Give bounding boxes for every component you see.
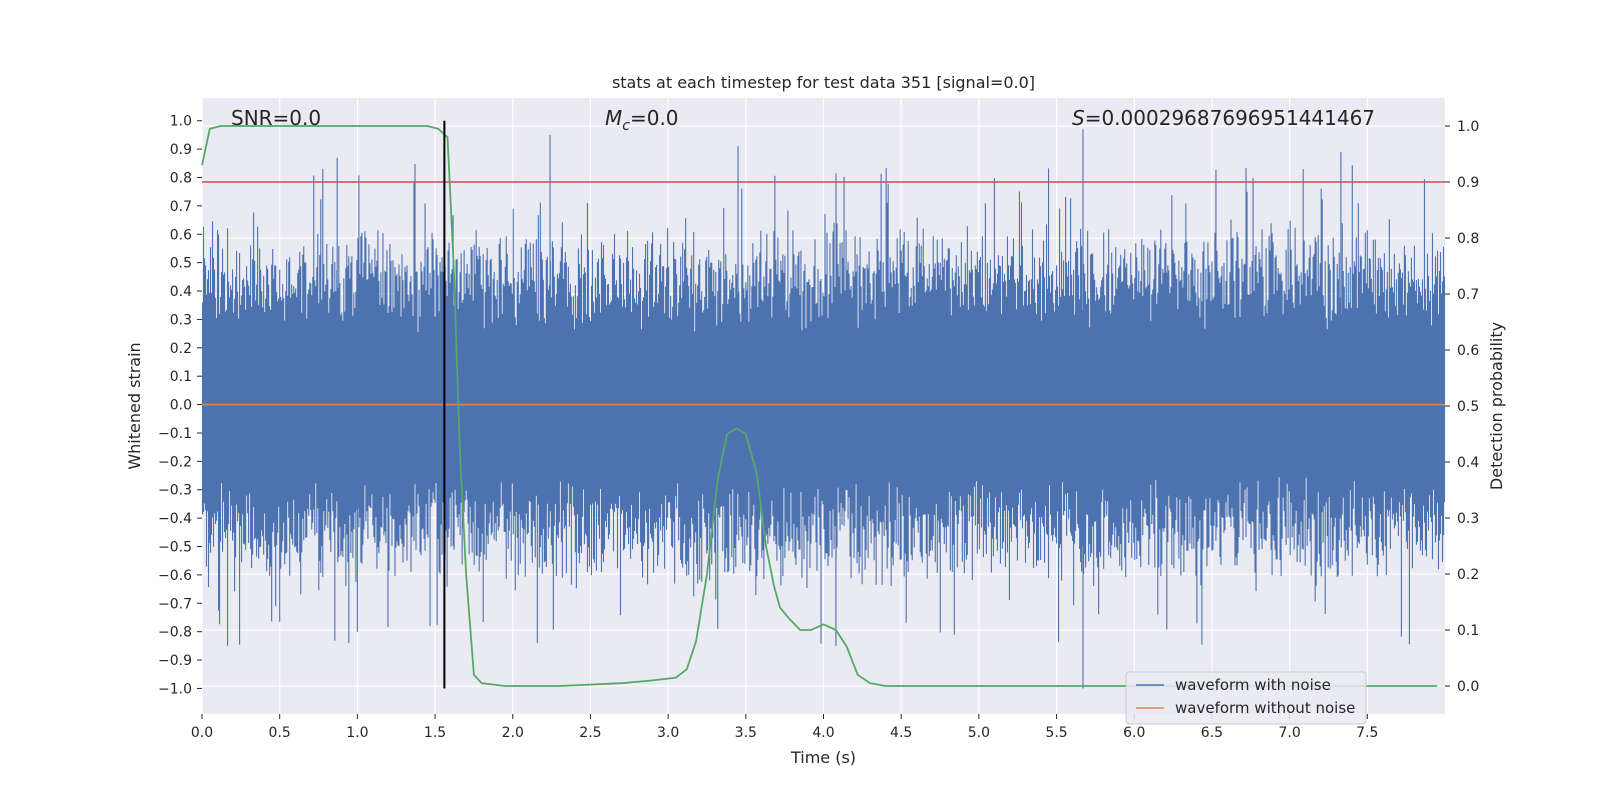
y-tick-label-20: −1.0 <box>158 681 192 697</box>
noise-waveform-path <box>201 129 1446 689</box>
annotation-s-statistic: S=0.00029687696951441467 <box>1072 106 1375 130</box>
y-tick-label-9: 0.1 <box>170 369 192 385</box>
y-tick-label-18: −0.8 <box>158 625 192 641</box>
y2-tick-label-4: 0.6 <box>1457 343 1479 359</box>
x-tick-label-7: 3.5 <box>735 725 757 741</box>
x-tick-label-11: 5.5 <box>1045 725 1067 741</box>
annotation-chirp-mass-symbol: M <box>605 106 622 130</box>
y2-tick-label-5: 0.5 <box>1457 399 1479 415</box>
y-tick-label-0: 1.0 <box>170 114 192 130</box>
y2-tick-label-10: 0.0 <box>1457 679 1479 695</box>
y-tick-label-4: 0.6 <box>170 227 192 243</box>
y-tick-label-12: −0.2 <box>158 454 192 470</box>
x-tick-label-4: 2.0 <box>502 725 524 741</box>
y-tick-label-13: −0.3 <box>158 483 192 499</box>
y-axis-ticks: 1.0 0.9 0.8 0.7 0.6 0.5 0.4 0.3 0.2 0.1 0.0 −0.1 −0.… <box>158 114 202 697</box>
legend-box <box>1125 671 1367 725</box>
x-axis-label: Time (s) <box>790 748 856 767</box>
x-tick-label-6: 3.0 <box>657 725 679 741</box>
y2-tick-label-3: 0.7 <box>1457 287 1479 303</box>
annotation-snr: SNR=0.0 <box>231 106 321 130</box>
x-tick-label-15: 7.5 <box>1356 725 1378 741</box>
y-tick-label-11: −0.1 <box>158 426 192 442</box>
annotation-s-symbol: S <box>1072 106 1085 130</box>
x-tick-label-9: 4.5 <box>890 725 912 741</box>
y2-tick-label-8: 0.2 <box>1457 567 1479 583</box>
x-tick-label-12: 6.0 <box>1123 725 1145 741</box>
y-tick-label-1: 0.9 <box>170 142 192 158</box>
annotation-chirp-mass-value: =0.0 <box>630 106 679 130</box>
y-tick-label-17: −0.7 <box>158 596 192 612</box>
y2-tick-label-7: 0.3 <box>1457 511 1479 527</box>
y2-tick-label-1: 0.9 <box>1457 175 1479 191</box>
chart-title: stats at each timestep for test data 351… <box>612 73 1035 92</box>
y-tick-label-16: −0.6 <box>158 568 192 584</box>
series-waveform-with-noise <box>201 129 1446 689</box>
y2-tick-label-0: 1.0 <box>1457 119 1479 135</box>
y-tick-label-5: 0.5 <box>170 256 192 272</box>
x-tick-label-1: 0.5 <box>269 725 291 741</box>
annotation-chirp-mass: Mc=0.0 <box>605 106 679 134</box>
y2-axis-label: Detection probability <box>1487 322 1506 490</box>
y-tick-label-10: 0.0 <box>170 398 192 414</box>
x-tick-label-10: 5.0 <box>968 725 990 741</box>
x-tick-label-8: 4.0 <box>812 725 834 741</box>
detection-probability-line <box>201 125 1438 687</box>
y-tick-label-19: −0.9 <box>158 653 192 669</box>
y2-axis-ticks: 1.0 0.9 0.8 0.7 0.6 0.5 0.4 0.3 0.2 0.1 0.0 <box>1445 119 1479 695</box>
legend-label-clean: waveform without noise <box>1175 699 1355 717</box>
y2-tick-label-6: 0.4 <box>1457 455 1479 471</box>
x-tick-label-3: 1.5 <box>424 725 446 741</box>
x-tick-label-14: 7.0 <box>1278 725 1300 741</box>
legend-label-noise: waveform with noise <box>1175 676 1331 694</box>
x-tick-label-13: 6.5 <box>1201 725 1223 741</box>
y2-tick-label-9: 0.1 <box>1457 623 1479 639</box>
y-tick-label-14: −0.4 <box>158 511 192 527</box>
y2-tick-label-2: 0.8 <box>1457 231 1479 247</box>
annotation-chirp-mass-sub: c <box>622 118 630 134</box>
x-tick-label-2: 1.0 <box>346 725 368 741</box>
annotation-s-value: =0.00029687696951441467 <box>1085 106 1375 130</box>
y-axis-label: Whitened strain <box>125 342 144 469</box>
x-tick-label-0: 0.0 <box>191 725 213 741</box>
series-detection-probability <box>201 125 1438 687</box>
y-tick-label-6: 0.4 <box>170 284 192 300</box>
reference-lines <box>202 181 1445 406</box>
x-axis-ticks: 0.0 0.5 1.0 1.5 2.0 2.5 3.0 3.5 4.0 4.5 5.0 5.5 6.0 6… <box>191 714 1378 741</box>
y-tick-label-3: 0.7 <box>170 199 192 215</box>
legend: waveform with noise waveform without noi… <box>1125 671 1367 725</box>
y-tick-label-8: 0.2 <box>170 341 192 357</box>
y-tick-label-15: −0.5 <box>158 540 192 556</box>
y-tick-label-7: 0.3 <box>170 312 192 328</box>
x-tick-label-5: 2.5 <box>579 725 601 741</box>
y-tick-label-2: 0.8 <box>170 170 192 186</box>
